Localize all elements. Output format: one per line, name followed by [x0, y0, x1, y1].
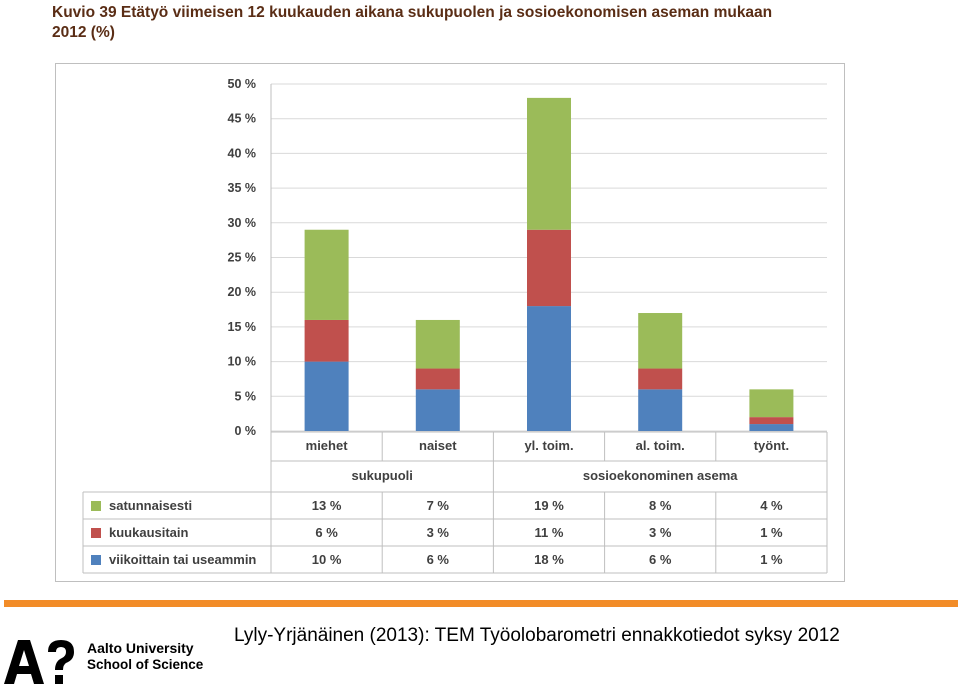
data-label: 7 % — [427, 498, 450, 513]
y-tick-label: 5 % — [234, 389, 256, 403]
data-label: 6 % — [427, 552, 450, 567]
y-tick-label: 45 % — [228, 112, 257, 126]
legend-label: satunnaisesti — [109, 498, 192, 513]
data-label: 3 % — [427, 525, 450, 540]
y-tick-label: 25 % — [228, 251, 257, 265]
bar-segment — [749, 424, 794, 431]
bar-segment — [415, 319, 460, 369]
bar-segment — [304, 319, 349, 362]
x-category-label: työnt. — [754, 438, 789, 453]
bar-segment — [304, 361, 349, 431]
chart-title-line-1: Kuvio 39 Etätyö viimeisen 12 kuukauden a… — [52, 4, 773, 21]
x-category-label: naiset — [419, 438, 457, 453]
y-tick-label: 0 % — [234, 424, 256, 438]
x-category-label: miehet — [306, 438, 349, 453]
stacked-bar-chart: 0 % 5 % 10 % 15 % 20 % 25 % 30 % 35 % 40 % 45 % 50… — [82, 77, 828, 574]
data-label: 18 % — [534, 552, 564, 567]
x-category-label: yl. toim. — [524, 438, 573, 453]
y-tick-label: 50 % — [228, 77, 257, 91]
bar-segment — [638, 368, 683, 390]
y-tick-label: 10 % — [228, 355, 257, 369]
data-label: 11 % — [535, 525, 564, 540]
data-label: 3 % — [649, 525, 672, 540]
university-name: Aalto University — [87, 640, 194, 656]
bar-segment — [749, 389, 794, 418]
data-label: 1 % — [760, 552, 783, 567]
x-group-label: sosioekonominen asema — [583, 468, 738, 483]
y-tick-label: 20 % — [228, 285, 257, 299]
data-label: 19 % — [534, 498, 564, 513]
bar-segment — [527, 306, 571, 431]
data-label: 1 % — [760, 525, 783, 540]
source-citation: Lyly-Yrjänäinen (2013): TEM Työolobarome… — [234, 625, 840, 646]
data-label: 13 % — [312, 498, 342, 513]
y-tick-label: 35 % — [228, 181, 257, 195]
bar-segment — [749, 417, 794, 425]
bar-segment — [415, 368, 460, 390]
bar-segment — [638, 313, 683, 369]
legend-swatch — [91, 528, 101, 538]
chart-title-line-2: 2012 (%) — [52, 24, 115, 41]
data-label: 6 % — [649, 552, 672, 567]
bar-segment — [527, 97, 571, 230]
bar-segment — [415, 389, 460, 431]
legend-label: kuukausitain — [109, 525, 189, 540]
bar-segment — [527, 229, 571, 307]
legend-swatch — [91, 555, 101, 565]
y-tick-label: 30 % — [228, 216, 257, 230]
legend-label: viikoittain tai useammin — [109, 552, 256, 567]
y-tick-label: 40 % — [228, 146, 257, 160]
data-label: 6 % — [315, 525, 338, 540]
data-label: 10 % — [312, 552, 342, 567]
y-tick-label: 15 % — [228, 320, 257, 334]
bar-segment — [304, 229, 349, 320]
data-label: 8 % — [649, 498, 672, 513]
school-name: School of Science — [87, 657, 204, 672]
legend-swatch — [91, 501, 101, 511]
chart-frame: 0 % 5 % 10 % 15 % 20 % 25 % 30 % 35 % 40 % 45 % 50… — [55, 63, 845, 582]
aalto-logo-icon — [4, 640, 78, 689]
bar-segment — [638, 389, 683, 431]
data-label: 4 % — [760, 498, 783, 513]
footer-accent-rule — [4, 600, 958, 607]
x-category-label: al. toim. — [636, 438, 685, 453]
x-group-label: sukupuoli — [352, 468, 413, 483]
